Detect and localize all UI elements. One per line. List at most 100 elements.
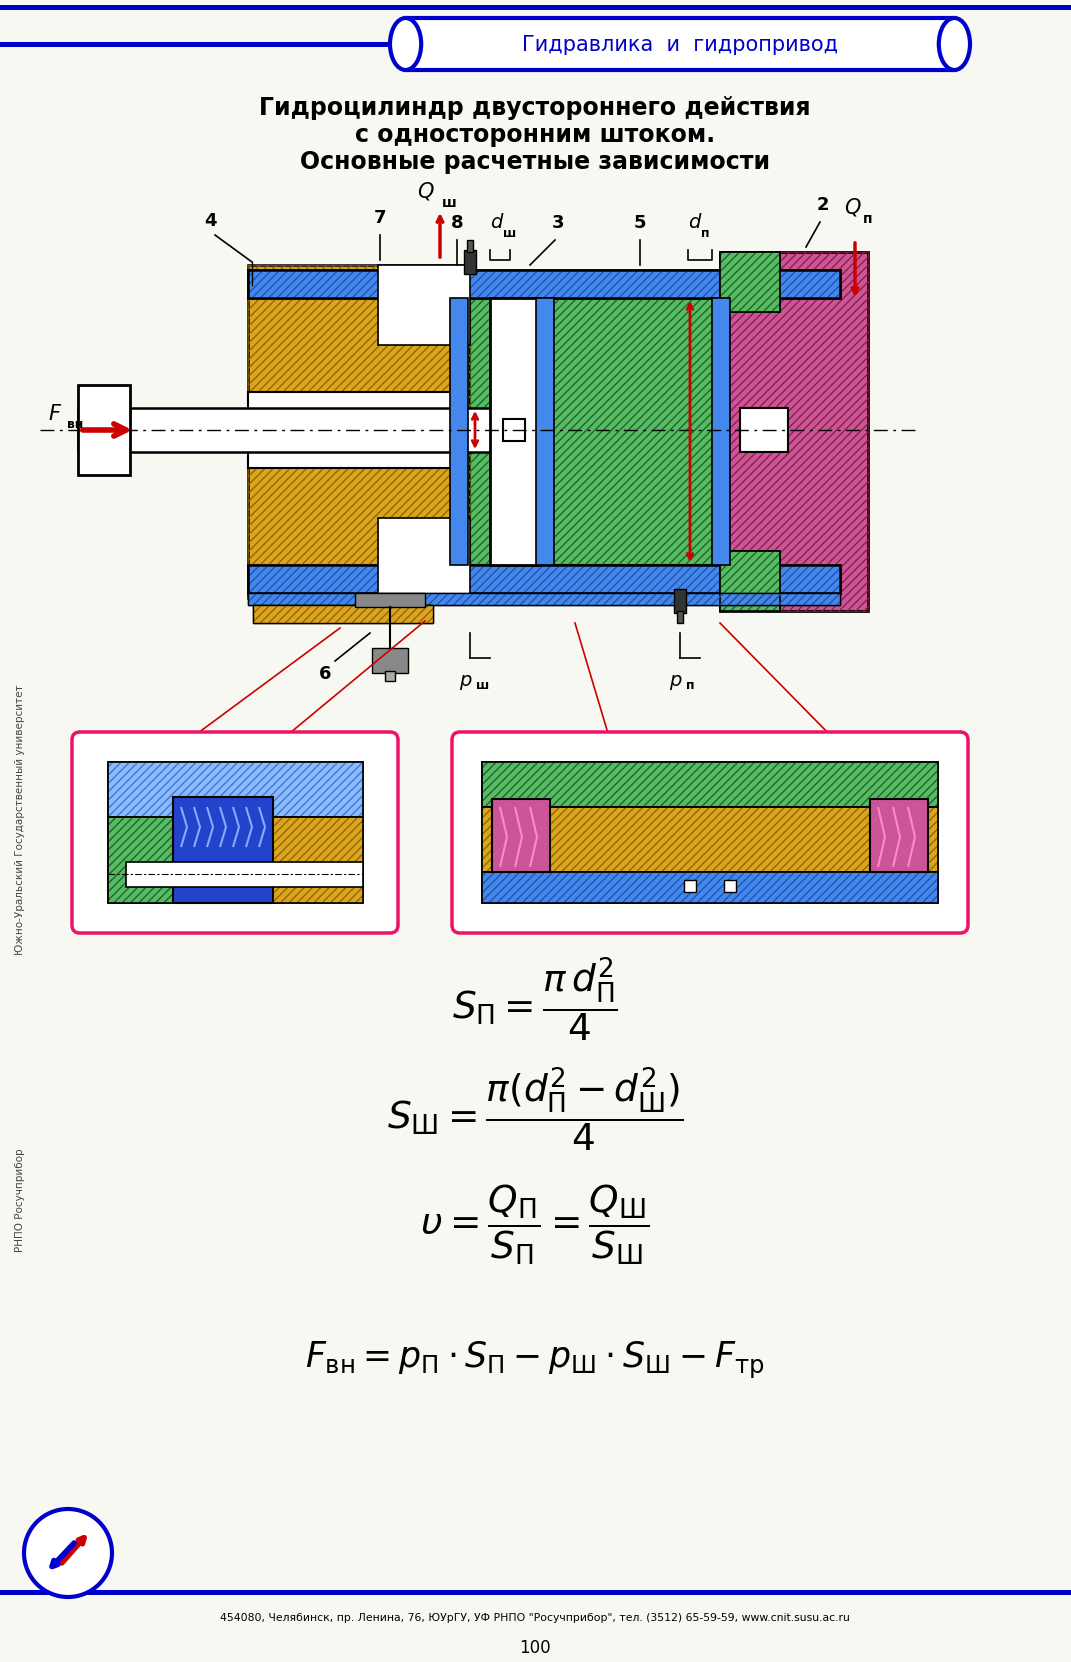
Text: $Q$: $Q$ <box>844 196 862 218</box>
Bar <box>740 407 788 452</box>
Bar <box>126 863 363 888</box>
Bar <box>677 612 683 623</box>
Bar <box>108 761 363 818</box>
Bar <box>248 565 840 593</box>
Text: $d$: $d$ <box>491 213 504 233</box>
Bar <box>467 239 473 253</box>
Text: $F_{\text{вн}} = p_{\Pi} \cdot S_{\Pi} - p_{\text{Ш}} \cdot S_{\text{Ш}} - F_{\t: $F_{\text{вн}} = p_{\Pi} \cdot S_{\Pi} -… <box>305 1340 765 1381</box>
Bar <box>870 799 927 873</box>
Bar <box>724 879 736 892</box>
Ellipse shape <box>939 18 970 70</box>
Text: $p$: $p$ <box>459 673 472 691</box>
Text: с односторонним штоком.: с односторонним штоком. <box>355 123 715 146</box>
Text: $Q$: $Q$ <box>418 179 435 203</box>
Bar <box>720 552 780 612</box>
Bar <box>248 593 840 605</box>
Bar <box>378 519 470 598</box>
Bar <box>482 873 938 902</box>
Bar <box>248 565 840 593</box>
Bar <box>470 297 720 565</box>
Bar <box>248 264 470 598</box>
Bar <box>482 761 938 808</box>
FancyBboxPatch shape <box>452 731 968 932</box>
Bar <box>372 648 408 673</box>
Bar <box>674 588 687 613</box>
Bar <box>384 671 395 681</box>
Text: 8: 8 <box>451 214 464 233</box>
Bar <box>248 269 840 297</box>
Bar <box>482 761 938 808</box>
Bar <box>174 798 273 902</box>
Bar <box>684 879 696 892</box>
Bar <box>0 5 1071 10</box>
Bar <box>108 818 178 902</box>
Bar <box>248 264 470 598</box>
Bar <box>108 761 363 818</box>
Text: п: п <box>863 213 873 226</box>
Circle shape <box>24 1509 112 1597</box>
Bar <box>253 605 433 623</box>
Bar <box>720 552 780 612</box>
Bar <box>355 593 425 607</box>
Bar <box>482 873 938 902</box>
Bar <box>482 873 938 902</box>
Bar <box>248 269 840 297</box>
Text: 5: 5 <box>634 214 646 233</box>
Bar <box>406 18 954 70</box>
Bar <box>108 818 178 902</box>
Text: вн: вн <box>67 417 84 430</box>
Bar <box>248 565 840 593</box>
Bar <box>503 419 525 440</box>
Bar <box>712 297 730 565</box>
Text: ш: ш <box>442 196 456 209</box>
Text: $S_{\text{Ш}} = \dfrac{\pi(d_{\Pi}^{2} - d_{\text{Ш}}^{2})}{4}$: $S_{\text{Ш}} = \dfrac{\pi(d_{\Pi}^{2} -… <box>387 1065 683 1153</box>
Bar <box>720 253 780 312</box>
Bar <box>273 818 363 902</box>
Bar <box>248 593 840 605</box>
Bar <box>464 249 476 274</box>
Bar <box>720 552 780 612</box>
Bar <box>253 605 433 623</box>
Bar <box>273 818 363 902</box>
Text: $S_{\Pi} = \dfrac{\pi\, d_{\Pi}^{2}}{4}$: $S_{\Pi} = \dfrac{\pi\, d_{\Pi}^{2}}{4}$ <box>452 956 618 1044</box>
Bar <box>0 42 399 47</box>
Text: $F$: $F$ <box>48 404 62 424</box>
Bar <box>720 253 868 612</box>
Bar <box>720 253 780 312</box>
Bar <box>78 407 550 452</box>
Text: п: п <box>687 680 694 691</box>
Text: ш: ш <box>476 680 489 691</box>
Bar <box>0 1591 1071 1596</box>
Bar <box>482 808 938 873</box>
Bar <box>720 253 780 312</box>
Bar <box>482 808 938 873</box>
Bar <box>248 269 840 297</box>
Text: 3: 3 <box>552 214 564 233</box>
Bar <box>108 761 363 818</box>
Bar <box>492 799 550 873</box>
Text: п: п <box>702 228 709 239</box>
Text: $d$: $d$ <box>688 213 703 233</box>
Ellipse shape <box>390 18 421 70</box>
Text: $\upsilon = \dfrac{Q_{\Pi}}{S_{\Pi}} = \dfrac{Q_{\text{Ш}}}{S_{\text{Ш}}}$: $\upsilon = \dfrac{Q_{\Pi}}{S_{\Pi}} = \… <box>420 1183 650 1266</box>
Bar <box>273 818 363 902</box>
Bar <box>78 386 130 475</box>
Bar <box>482 808 938 873</box>
Bar <box>470 297 720 565</box>
Text: ш: ш <box>503 228 516 239</box>
Bar <box>253 605 433 623</box>
Text: Южно-Уральский Государственный университет: Южно-Уральский Государственный университ… <box>15 685 25 956</box>
Text: 100: 100 <box>519 1639 550 1657</box>
Bar <box>482 761 938 808</box>
Bar <box>450 297 468 565</box>
Bar <box>482 873 938 902</box>
FancyBboxPatch shape <box>72 731 398 932</box>
Bar <box>536 297 554 565</box>
Text: 4: 4 <box>203 213 216 229</box>
Bar <box>248 392 461 469</box>
Bar <box>248 593 840 605</box>
Bar <box>720 253 868 612</box>
Bar <box>720 253 780 312</box>
Bar <box>248 593 840 605</box>
Bar <box>108 761 363 818</box>
